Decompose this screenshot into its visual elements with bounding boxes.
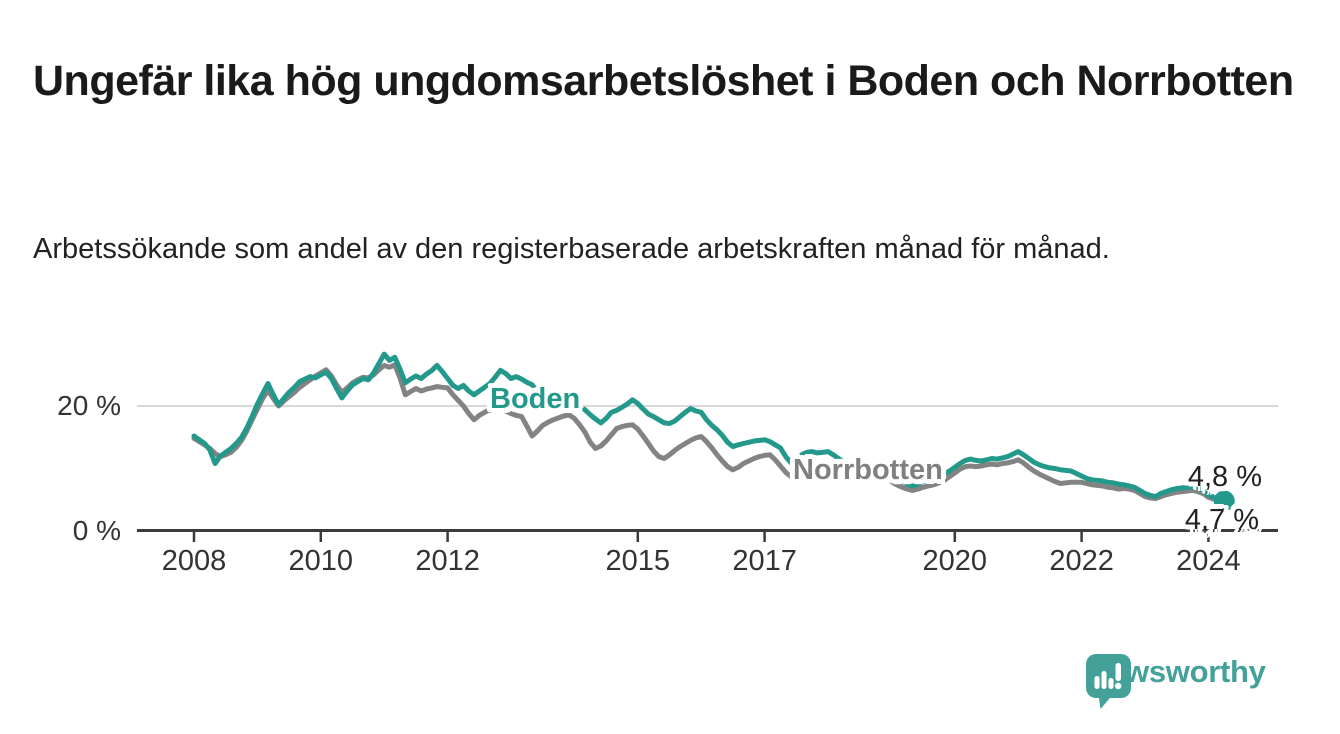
boden-series-label: Boden — [490, 383, 581, 415]
x-tick-label-2008: 2008 — [162, 545, 227, 577]
y-tick-label-0: 0 % — [73, 515, 121, 546]
y-tick-label-20: 20 % — [57, 390, 121, 421]
norrbotten-line — [191, 362, 1227, 505]
x-tick-label-2010: 2010 — [289, 545, 354, 577]
x-tick-label-2024: 2024 — [1176, 545, 1241, 577]
page-subtitle: Arbetssökande som andel av den registerb… — [33, 233, 1110, 265]
norrbotten-end-value-label: 4,7 % — [1184, 504, 1259, 536]
page-title: Ungefär lika hög ungdomsarbetslöshet i B… — [33, 56, 1294, 105]
boden-end-dot — [1213, 490, 1235, 512]
x-tick-label-2012: 2012 — [415, 545, 480, 577]
x-tick-label-2017: 2017 — [732, 545, 797, 577]
norrbotten-series-label: Norrbotten — [793, 454, 943, 486]
speech-bubble-bar-chart-exclamation-icon — [1086, 654, 1131, 709]
newsworthy-logo: Newsworthy — [1086, 654, 1266, 709]
boden-end-value-label: 4,8 % — [1187, 461, 1262, 493]
x-tick-label-2015: 2015 — [606, 545, 671, 577]
x-tick-label-2020: 2020 — [923, 545, 988, 577]
x-tick-label-2022: 2022 — [1049, 545, 1114, 577]
boden-line — [191, 351, 1227, 504]
